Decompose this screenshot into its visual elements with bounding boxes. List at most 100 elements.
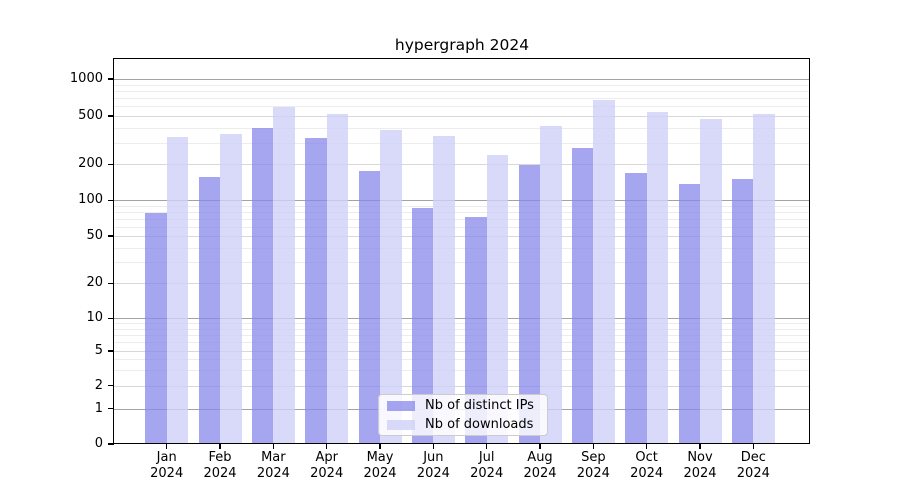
y-tick-mark bbox=[108, 199, 114, 201]
y-tick-mark bbox=[108, 350, 114, 352]
bar-ips-may bbox=[358, 170, 381, 444]
labeled-minor-gridline bbox=[114, 116, 810, 117]
y-tick-label: 2 bbox=[94, 377, 103, 393]
minor-gridline bbox=[114, 218, 810, 220]
x-tick-label: Jun 2024 bbox=[416, 450, 450, 481]
x-tick-label: Nov 2024 bbox=[683, 450, 717, 481]
minor-gridline bbox=[114, 323, 810, 325]
y-tick-mark bbox=[108, 115, 114, 117]
minor-gridline bbox=[114, 359, 810, 361]
major-gridline bbox=[114, 200, 810, 202]
major-gridline bbox=[114, 79, 810, 80]
bar-ips-nov bbox=[678, 183, 700, 444]
legend: Nb of distinct IPs Nb of downloads bbox=[378, 394, 548, 436]
x-tick-mark bbox=[699, 444, 701, 449]
bar-ips-jan bbox=[145, 213, 167, 444]
y-tick-mark bbox=[108, 317, 114, 319]
x-tick-label: Jan 2024 bbox=[150, 450, 184, 481]
x-tick-label: Dec 2024 bbox=[736, 450, 770, 481]
bar-ips-oct bbox=[625, 173, 647, 444]
y-tick-mark bbox=[108, 163, 114, 165]
y-tick-label: 5 bbox=[94, 343, 103, 358]
bar-ips-feb bbox=[198, 176, 221, 444]
y-tick-mark bbox=[108, 443, 114, 445]
legend-swatch-downloads bbox=[387, 419, 415, 430]
plot-area bbox=[114, 59, 810, 444]
y-tick-label: 1 bbox=[94, 400, 103, 416]
minor-gridline bbox=[114, 342, 810, 344]
legend-label-downloads: Nb of downloads bbox=[425, 417, 534, 432]
x-tick-label: Feb 2024 bbox=[203, 450, 237, 481]
y-tick-mark bbox=[108, 235, 114, 237]
x-tick-mark bbox=[272, 444, 274, 449]
bar-ips-sep bbox=[571, 147, 594, 444]
bar-downloads-jan bbox=[166, 137, 189, 444]
y-tick-mark bbox=[108, 282, 114, 284]
minor-gridline bbox=[114, 370, 810, 372]
minor-gridline bbox=[114, 211, 810, 213]
bar-downloads-apr bbox=[326, 113, 349, 444]
bar-ips-jun bbox=[411, 208, 434, 444]
y-tick-mark bbox=[108, 407, 114, 410]
minor-gridline bbox=[114, 98, 810, 100]
labeled-minor-gridline bbox=[114, 164, 810, 166]
y-tick-label: 10 bbox=[86, 310, 103, 326]
x-tick-mark bbox=[432, 444, 434, 449]
minor-gridline bbox=[114, 90, 810, 92]
y-tick-label: 50 bbox=[86, 228, 103, 243]
minor-gridline bbox=[114, 205, 810, 207]
minor-gridline bbox=[114, 335, 810, 337]
bar-downloads-nov bbox=[700, 119, 722, 444]
legend-label-ips: Nb of distinct IPs bbox=[425, 398, 534, 413]
y-tick-label: 200 bbox=[78, 156, 103, 172]
x-tick-label: May 2024 bbox=[363, 450, 397, 481]
x-tick-label: Aug 2024 bbox=[523, 450, 557, 481]
bar-downloads-aug bbox=[540, 125, 562, 444]
bar-ips-apr bbox=[305, 137, 327, 444]
chart-title: hypergraph 2024 bbox=[394, 36, 530, 54]
y-tick-label: 1000 bbox=[69, 71, 103, 86]
bar-downloads-jul bbox=[486, 154, 509, 444]
bar-downloads-dec bbox=[753, 114, 775, 444]
bar-ips-jul bbox=[465, 216, 487, 444]
labeled-minor-gridline bbox=[114, 283, 810, 285]
labeled-minor-gridline bbox=[114, 351, 810, 352]
x-tick-mark bbox=[326, 444, 328, 449]
x-tick-label: Apr 2024 bbox=[310, 450, 344, 481]
legend-item-downloads: Nb of downloads bbox=[387, 416, 547, 433]
labeled-minor-gridline bbox=[114, 385, 810, 387]
x-tick-mark bbox=[166, 444, 168, 449]
x-tick-mark bbox=[539, 444, 541, 449]
bar-downloads-jun bbox=[433, 135, 455, 444]
y-tick-mark bbox=[108, 384, 114, 387]
x-tick-mark bbox=[752, 444, 754, 449]
minor-gridline bbox=[114, 84, 810, 86]
y-tick-label: 20 bbox=[86, 275, 103, 291]
minor-gridline bbox=[114, 247, 810, 249]
x-tick-label: Jul 2024 bbox=[470, 450, 504, 481]
x-tick-mark bbox=[219, 444, 221, 449]
x-tick-mark bbox=[486, 444, 488, 449]
x-tick-label: Sep 2024 bbox=[576, 450, 610, 481]
bar-ips-aug bbox=[518, 165, 540, 444]
bar-downloads-mar bbox=[273, 107, 295, 444]
minor-gridline bbox=[114, 106, 810, 108]
bar-downloads-may bbox=[380, 129, 402, 444]
minor-gridline bbox=[114, 262, 810, 264]
minor-gridline bbox=[114, 328, 810, 330]
y-tick-mark bbox=[108, 78, 114, 80]
minor-gridline bbox=[114, 226, 810, 228]
x-tick-label: Oct 2024 bbox=[630, 450, 664, 481]
bar-downloads-sep bbox=[593, 100, 615, 444]
x-tick-mark bbox=[379, 444, 381, 449]
legend-item-ips: Nb of distinct IPs bbox=[387, 397, 547, 414]
x-tick-mark bbox=[592, 444, 594, 449]
major-gridline bbox=[114, 318, 810, 320]
y-tick-label: 0 bbox=[94, 436, 103, 451]
bar-ips-dec bbox=[731, 179, 754, 444]
minor-gridline bbox=[114, 142, 810, 144]
legend-swatch-ips bbox=[387, 400, 415, 411]
minor-gridline bbox=[114, 127, 810, 129]
labeled-minor-gridline bbox=[114, 236, 810, 237]
